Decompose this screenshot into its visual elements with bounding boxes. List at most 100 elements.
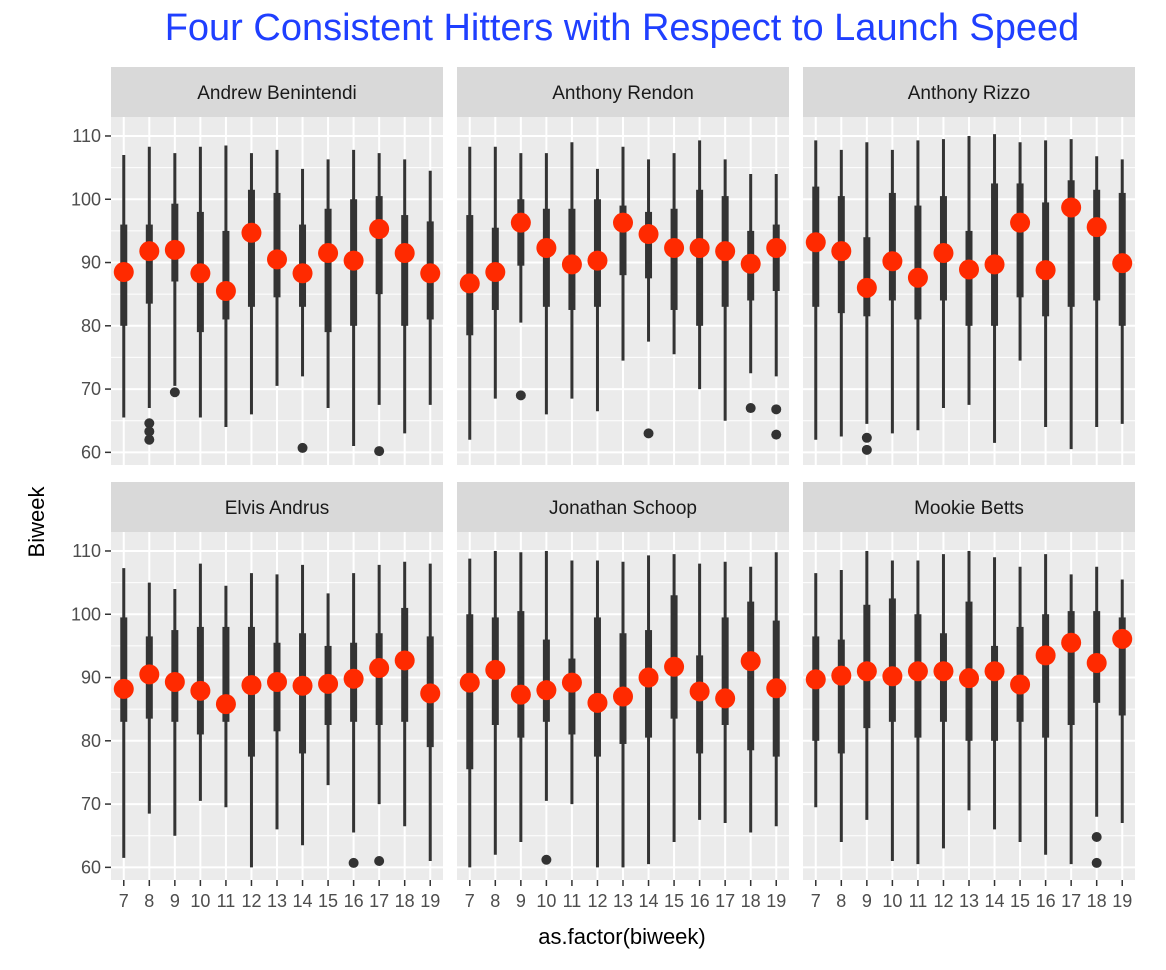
- outlier-point: [297, 442, 308, 453]
- x-tick-label: 10: [536, 891, 556, 911]
- mean-point: [139, 241, 160, 262]
- box-iqr: [1093, 189, 1101, 301]
- mean-point: [318, 673, 339, 694]
- y-axis-title: Biweek: [24, 486, 49, 558]
- y-tick-label: 90: [81, 668, 101, 688]
- x-tick-label: 9: [862, 891, 872, 911]
- mean-point: [343, 668, 364, 689]
- mean-point: [420, 683, 441, 704]
- mean-point: [343, 250, 364, 271]
- x-tick-label: 11: [563, 891, 582, 911]
- y-tick-label: 70: [81, 794, 101, 814]
- mean-point: [561, 672, 582, 693]
- outlier-point: [515, 390, 526, 401]
- mean-point: [613, 212, 633, 233]
- mean-point: [164, 239, 185, 260]
- mean-point: [959, 668, 979, 689]
- x-tick-label: 16: [344, 891, 364, 911]
- mean-point: [190, 263, 211, 284]
- box-iqr: [888, 192, 896, 301]
- mean-point: [459, 672, 480, 693]
- box-iqr: [1067, 611, 1075, 725]
- mean-point: [536, 680, 557, 701]
- mean-point: [369, 218, 390, 239]
- x-tick-label: 17: [715, 891, 735, 911]
- mean-point: [882, 251, 903, 272]
- mean-point: [805, 669, 826, 690]
- x-tick-label: 12: [241, 891, 261, 911]
- facet-strip: [111, 482, 443, 532]
- mean-point: [587, 250, 608, 271]
- facet-strip-label: Andrew Benintendi: [197, 83, 357, 104]
- mean-point: [267, 249, 287, 270]
- facet-strip-label: Elvis Andrus: [225, 498, 330, 519]
- mean-point: [587, 692, 608, 713]
- mean-point: [831, 241, 852, 262]
- mean-point: [420, 263, 441, 284]
- x-tick-label: 13: [613, 891, 633, 911]
- mean-point: [689, 681, 710, 702]
- mean-point: [1112, 628, 1133, 649]
- mean-point: [164, 671, 185, 692]
- box-iqr: [375, 633, 383, 725]
- box-iqr: [401, 215, 409, 326]
- y-tick-label: 90: [81, 253, 101, 273]
- mean-point: [638, 667, 659, 688]
- mean-point: [1061, 632, 1082, 653]
- mean-point: [292, 675, 313, 696]
- mean-point: [613, 686, 633, 707]
- mean-point: [1112, 253, 1133, 274]
- box-iqr: [1016, 626, 1024, 722]
- x-tick-label: 12: [587, 891, 607, 911]
- mean-point: [241, 675, 262, 696]
- mean-point: [933, 661, 954, 682]
- mean-point: [831, 665, 852, 686]
- box-iqr: [837, 639, 845, 754]
- x-tick-label: 10: [190, 891, 210, 911]
- box-iqr: [721, 617, 729, 725]
- x-tick-label: 7: [465, 891, 475, 911]
- facet-panel-andrew-benintendi: Andrew Benintendi 60 70 80 90 100 110: [71, 67, 443, 465]
- facet-panel-anthony-rendon: Anthony Rendon: [457, 67, 789, 465]
- box-iqr: [670, 208, 678, 310]
- mean-point: [318, 243, 339, 264]
- box-iqr: [645, 211, 653, 279]
- x-tick-label: 8: [490, 891, 500, 911]
- box-iqr: [1067, 180, 1075, 307]
- x-tick-label: 15: [664, 891, 684, 911]
- y-tick-label: 110: [72, 541, 101, 561]
- outlier-point: [745, 403, 756, 414]
- mean-point: [1035, 645, 1056, 666]
- mean-point: [561, 254, 582, 275]
- outlier-point: [144, 426, 155, 437]
- box-iqr: [888, 598, 896, 722]
- x-axis-title: as.factor(biweek): [538, 924, 706, 949]
- mean-point: [715, 241, 736, 262]
- outlier-point: [169, 387, 180, 398]
- mean-point: [113, 678, 134, 699]
- box-iqr: [991, 645, 999, 741]
- x-tick-label: 8: [836, 891, 846, 911]
- x-tick-label: 16: [1036, 891, 1056, 911]
- mean-point: [536, 237, 557, 258]
- mean-point: [215, 281, 236, 301]
- facet-strip: [803, 67, 1135, 117]
- box-iqr: [747, 601, 755, 751]
- mean-point: [394, 650, 415, 671]
- x-tick-label: 11: [909, 891, 928, 911]
- x-tick-label: 10: [882, 891, 902, 911]
- box-iqr: [863, 237, 871, 317]
- mean-point: [740, 651, 761, 672]
- outlier-point: [144, 434, 155, 445]
- mean-point: [485, 659, 506, 680]
- outlier-point: [861, 444, 872, 455]
- y-tick-label: 80: [81, 316, 101, 336]
- facet-strip: [457, 67, 789, 117]
- outlier-point: [348, 857, 359, 868]
- mean-point: [1061, 197, 1082, 218]
- x-tick-label: 7: [119, 891, 129, 911]
- facet-strip-label: Jonathan Schoop: [549, 498, 697, 519]
- mean-point: [766, 237, 787, 258]
- box-iqr: [145, 224, 153, 304]
